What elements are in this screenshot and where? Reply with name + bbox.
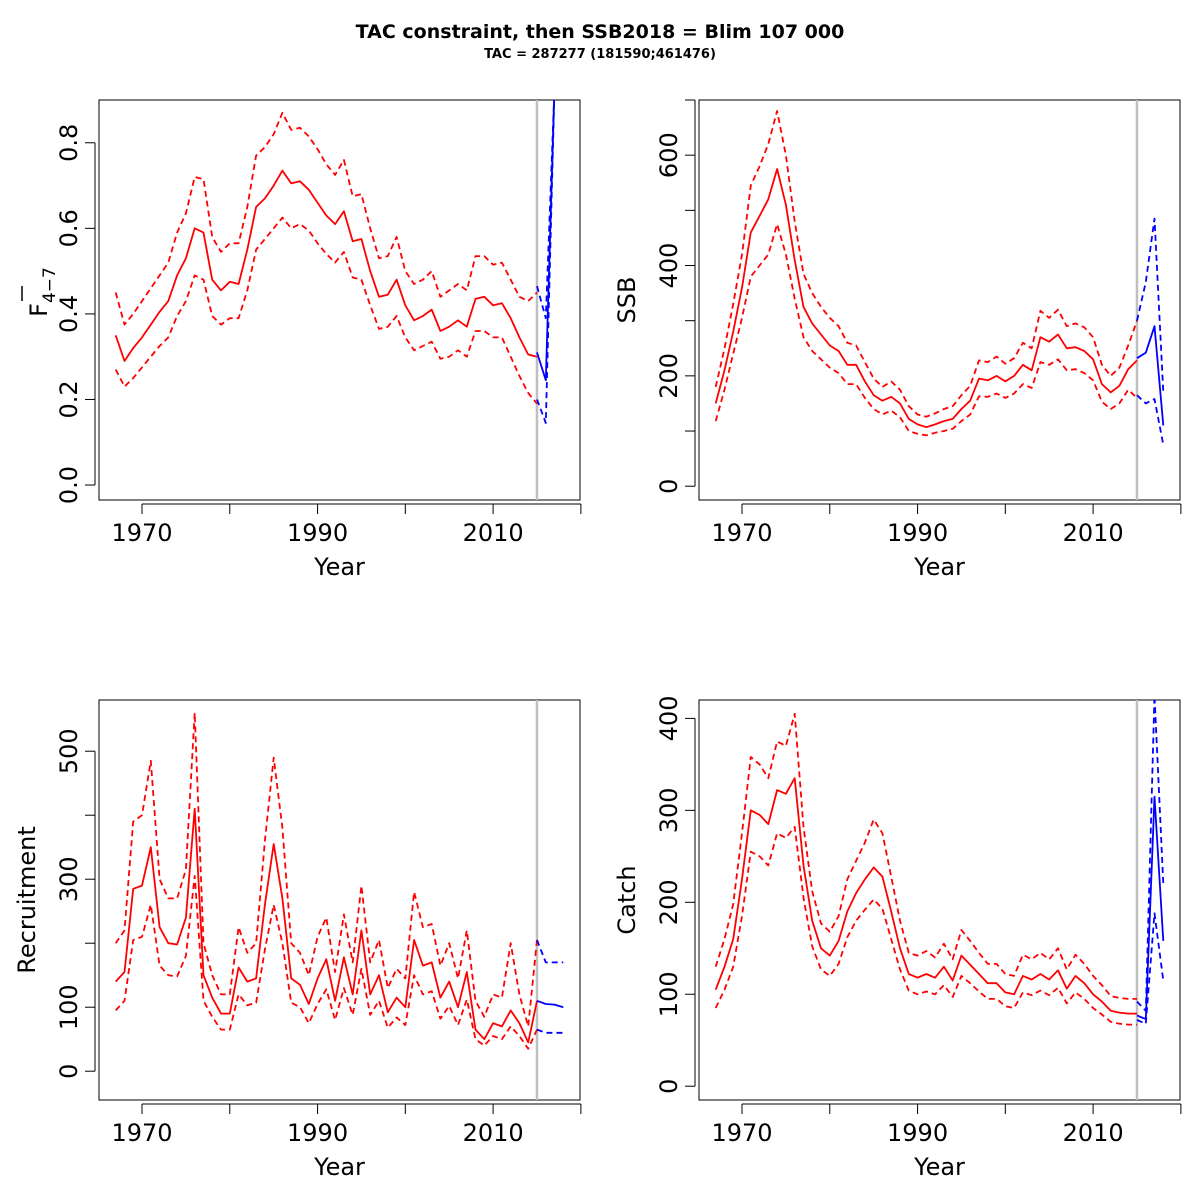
recruitment-x-tick-label: 1970: [111, 1119, 172, 1147]
ssb-x-axis-title: Year: [913, 553, 965, 581]
fbar-history-median-line: [114, 169, 538, 362]
catch-history-lower-line: [714, 826, 1137, 1026]
recruitment-history-lower-line: [115, 875, 538, 1050]
catch-frame: [698, 699, 1181, 1101]
fbar-y-axis-subscript: 4−7: [40, 267, 60, 303]
ssb-history-upper-line: [714, 110, 1138, 418]
catch-panel: 1970 1990 2010 Year 0 100 200 300 400 Catch: [613, 695, 1182, 1181]
ssb-x-tick-label: 1990: [887, 519, 948, 547]
fbar-series-group: [114, 100, 556, 424]
ssb-y-tick-label: 200: [655, 353, 683, 399]
catch-forecast-upper-line: [1136, 700, 1165, 1012]
recruitment-history-upper-line: [114, 711, 538, 1028]
catch-forecast-median-line: [1136, 795, 1165, 1020]
fbar-y-tick-label: 0.8: [55, 124, 83, 162]
recruitment-forecast-lower-line: [536, 1028, 564, 1034]
ssb-x-tick-label: 2010: [1063, 519, 1124, 547]
fbar-history-lower-line: [114, 216, 538, 405]
ssb-y-tick-label: 600: [655, 132, 683, 178]
ssb-series-group: [714, 110, 1165, 445]
ssb-y-axis-title: SSB: [613, 277, 641, 324]
recruitment-y-tick-label: 100: [55, 984, 83, 1030]
fbar-frame: [98, 99, 581, 501]
catch-y-tick-label: 100: [655, 971, 683, 1017]
figure-title: TAC constraint, then SSB2018 = Blim 107 …: [355, 21, 845, 43]
catch-x-tick-label: 1970: [711, 1119, 772, 1147]
fbar-y-tick-label: 0.2: [55, 380, 83, 418]
recruitment-history-median-line: [115, 807, 538, 1044]
ssb-history-median-line: [714, 168, 1138, 429]
recruitment-y-tick-label: 300: [55, 856, 83, 902]
ssb-x-tick-label: 1970: [711, 519, 772, 547]
recruitment-y-tick-label: 0: [55, 1064, 83, 1079]
catch-x-tick-label: 1990: [887, 1119, 948, 1147]
ssb-panel: 1970 1990 2010 Year 0 200 400 600 SSB: [613, 99, 1182, 581]
recruitment-forecast-upper-line: [536, 939, 564, 964]
recruitment-frame: [98, 699, 581, 1101]
ssb-history-lower-line: [714, 223, 1138, 437]
fbar-x-tick-label: 1970: [111, 519, 172, 547]
fbar-forecast-lower-line: [536, 100, 556, 424]
catch-history-median-line: [714, 777, 1137, 1015]
ssb-forecast-lower-line: [1136, 394, 1165, 445]
catch-x-tick-label: 2010: [1063, 1119, 1124, 1147]
catch-history-upper-line: [714, 712, 1137, 1000]
ssb-forecast-upper-line: [1136, 217, 1165, 393]
recruitment-series-group: [114, 711, 564, 1050]
fbar-y-tick-label: 0.4: [55, 295, 83, 333]
fbar-y-tick-label: 0.0: [55, 466, 83, 504]
catch-forecast-lower-line: [1136, 912, 1165, 1025]
catch-x-axis-title: Year: [913, 1153, 965, 1181]
catch-y-tick-label: 0: [655, 1079, 683, 1094]
recruitment-panel: 1970 1990 2010 Year 0 100 300 500 Recruitment: [13, 699, 582, 1181]
recruitment-x-axis-title: Year: [313, 1153, 365, 1181]
figure-subtitle: TAC = 287277 (181590;461476): [484, 47, 716, 62]
recruitment-y-axis-title: Recruitment: [13, 826, 41, 973]
catch-y-tick-label: 300: [655, 787, 683, 833]
recruitment-y-tick-label: 500: [55, 728, 83, 774]
ssb-y-tick-label: 400: [655, 243, 683, 289]
fbar-x-tick-label: 2010: [463, 519, 524, 547]
catch-y-tick-label: 400: [655, 695, 683, 741]
fbar-x-tick-label: 1990: [287, 519, 348, 547]
recruitment-x-tick-label: 1990: [287, 1119, 348, 1147]
recruitment-forecast-median-line: [536, 999, 564, 1009]
fbar-forecast-upper-line: [536, 100, 555, 320]
fbar-x-axis-title: Year: [313, 553, 365, 581]
ssb-frame: [698, 99, 1181, 501]
fbar-history-upper-line: [114, 111, 538, 326]
recruitment-x-tick-label: 2010: [463, 1119, 524, 1147]
ssb-forecast-median-line: [1136, 325, 1165, 426]
catch-series-group: [714, 700, 1165, 1026]
fbar-forecast-median-line: [536, 100, 556, 382]
fbar-y-tick-label: 0.6: [55, 209, 83, 247]
catch-y-tick-label: 200: [655, 879, 683, 925]
catch-y-axis-title: Catch: [613, 865, 641, 934]
ssb-y-tick-label: 0: [655, 479, 683, 494]
